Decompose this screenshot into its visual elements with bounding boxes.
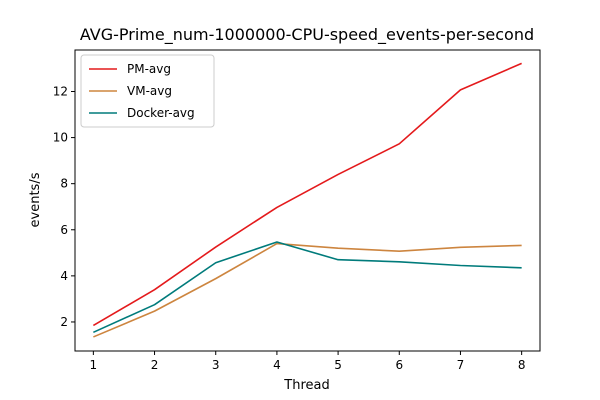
y-tick-label: 2 [60,315,68,329]
x-tick-label: 4 [273,358,281,372]
x-tick-label: 3 [212,358,220,372]
x-tick-label: 1 [90,358,98,372]
y-axis-label: events/s [28,172,43,227]
y-tick-label: 8 [60,177,68,191]
x-tick-label: 5 [334,358,342,372]
y-tick-label: 6 [60,223,68,237]
x-tick-label: 2 [151,358,159,372]
y-tick-label: 10 [53,131,68,145]
series-line-vm-avg [93,242,522,338]
x-tick-label: 8 [518,358,526,372]
legend-label: PM-avg [127,62,171,76]
x-tick-label: 6 [395,358,403,372]
y-tick-label: 4 [60,269,68,283]
x-axis-label: Thread [283,378,329,393]
y-tick-label: 12 [53,84,68,98]
series-line-docker-avg [93,241,522,334]
x-tick-label: 7 [457,358,465,372]
series-line-pm-avg [92,62,522,327]
chart-title: AVG-Prime_num-1000000-CPU-speed_events-p… [80,25,534,45]
legend-label: VM-avg [127,84,172,98]
legend-box [80,54,215,128]
legend-label: Docker-avg [127,106,195,120]
axes-frame [74,49,541,352]
